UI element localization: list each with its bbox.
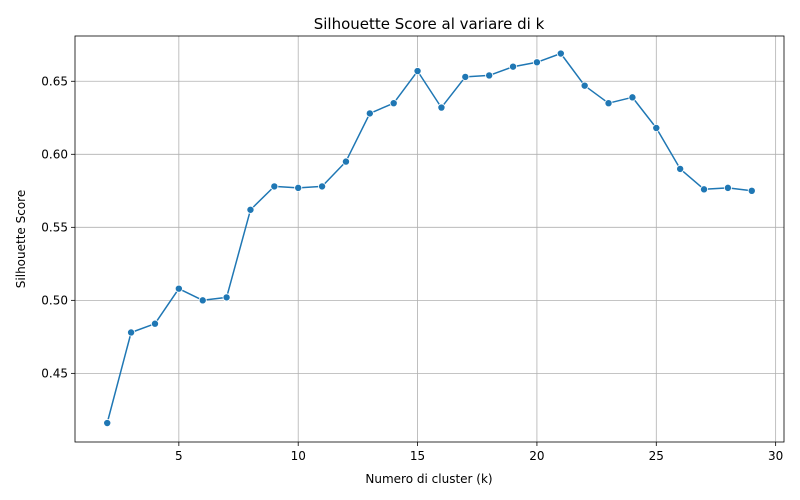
x-axis-label: Numero di cluster (k) [365,472,492,486]
x-axis: 5 10 15 20 25 30 [175,442,783,463]
data-point [413,67,422,76]
data-point [485,71,494,80]
data-point [723,183,732,192]
data-point [318,182,327,191]
data-point [198,296,207,305]
data-point [747,186,756,195]
y-axis-label: Silhouette Score [14,190,28,288]
data-point [461,72,470,81]
grid [75,36,784,442]
chart-title: Silhouette Score al variare di k [314,15,545,33]
plot-frame [74,35,785,443]
data-point [628,93,637,102]
y-tick-label: 0.65 [41,74,68,88]
y-axis: 0.45 0.50 0.55 0.60 0.65 [41,74,75,380]
data-point [150,319,159,328]
series-line [106,52,752,424]
y-tick-label: 0.60 [41,147,68,161]
data-point [294,183,303,192]
data-point [246,205,255,214]
data-point [365,109,374,118]
x-tick-label: 20 [529,449,544,463]
x-tick-label: 30 [768,449,783,463]
data-point [103,419,112,428]
data-point [341,157,350,166]
data-point [174,284,183,293]
data-point [604,99,613,108]
data-point [509,62,518,71]
data-point [389,99,398,108]
data-point [556,49,565,58]
data-point [222,293,231,302]
y-tick-label: 0.45 [41,366,68,380]
data-point [270,182,279,191]
x-tick-label: 25 [649,449,664,463]
data-point [580,81,589,90]
data-point [437,103,446,112]
y-tick-label: 0.50 [41,293,68,307]
data-point [652,124,661,133]
x-tick-label: 10 [291,449,306,463]
data-point [676,164,685,173]
data-point [532,58,541,67]
y-tick-label: 0.55 [41,220,68,234]
x-tick-label: 15 [410,449,425,463]
x-tick-label: 5 [175,449,183,463]
data-point [700,185,709,194]
data-point [127,328,136,337]
series-group [103,49,756,428]
